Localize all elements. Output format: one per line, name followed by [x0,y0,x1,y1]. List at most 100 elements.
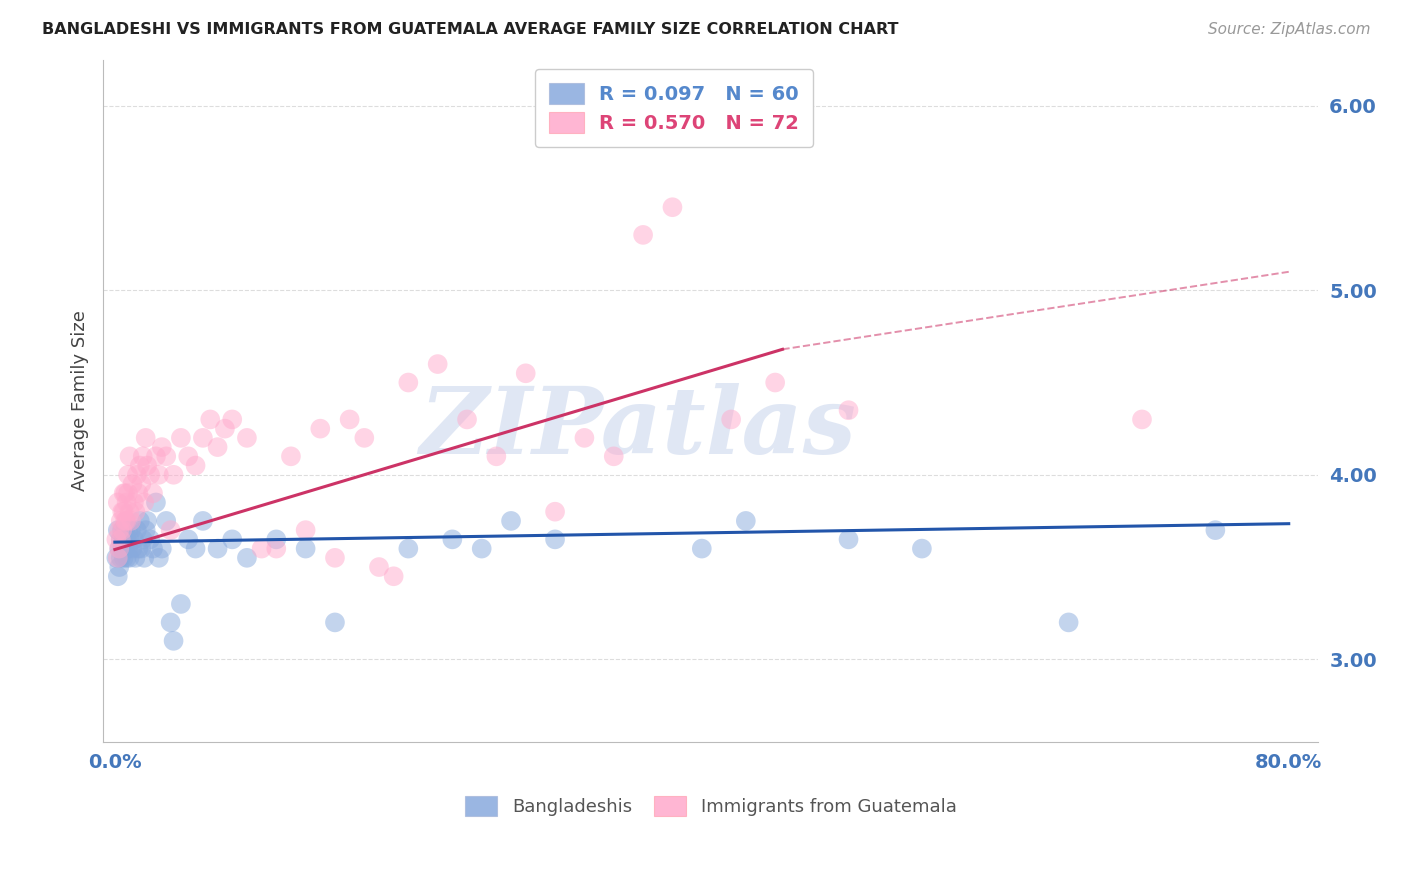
Point [122,533,145,547]
Point [110,533,132,547]
Point [734,514,756,528]
Point [170,597,193,611]
Point [574,431,596,445]
Point [112,550,135,565]
Point [353,431,375,445]
Point [139,533,162,547]
Point [112,533,135,547]
Point [115,495,138,509]
Point [339,412,361,426]
Point [544,533,567,547]
Point [162,633,184,648]
Point [544,505,567,519]
Text: Source: ZipAtlas.com: Source: ZipAtlas.com [1208,22,1371,37]
Point [499,514,522,528]
Point [115,533,138,547]
Point [690,541,713,556]
Point [134,550,156,565]
Point [221,533,243,547]
Point [107,550,129,565]
Point [162,467,184,482]
Point [1130,412,1153,426]
Point [148,550,170,565]
Point [221,412,243,426]
Point [115,550,138,565]
Point [134,495,156,509]
Point [111,523,134,537]
Point [264,533,287,547]
Point [108,560,131,574]
Point [1057,615,1080,630]
Point [114,523,136,537]
Point [142,541,165,556]
Point [250,541,273,556]
Point [107,523,129,537]
Point [112,486,135,500]
Point [120,514,142,528]
Point [120,523,142,537]
Point [129,541,152,556]
Point [108,541,131,556]
Point [132,533,155,547]
Point [177,450,200,464]
Point [911,541,934,556]
Point [114,514,136,528]
Point [108,523,131,537]
Point [108,541,131,556]
Point [603,450,626,464]
Text: BANGLADESHI VS IMMIGRANTS FROM GUATEMALA AVERAGE FAMILY SIZE CORRELATION CHART: BANGLADESHI VS IMMIGRANTS FROM GUATEMALA… [42,22,898,37]
Point [236,431,259,445]
Point [207,541,229,556]
Point [148,467,170,482]
Point [150,440,173,454]
Point [184,458,207,473]
Point [142,486,165,500]
Point [159,523,181,537]
Point [135,431,157,445]
Point [118,550,141,565]
Point [323,615,346,630]
Point [145,450,167,464]
Point [150,541,173,556]
Point [838,403,860,417]
Point [139,467,162,482]
Point [117,486,139,500]
Point [1204,523,1226,537]
Point [136,514,159,528]
Point [111,523,134,537]
Point [128,514,150,528]
Point [294,523,316,537]
Point [111,505,134,519]
Point [118,533,141,547]
Point [124,550,146,565]
Point [177,533,200,547]
Point [456,412,478,426]
Point [129,477,152,491]
Y-axis label: Average Family Size: Average Family Size [72,310,89,491]
Text: ZIPatlas: ZIPatlas [419,384,856,474]
Point [382,569,405,583]
Point [117,541,139,556]
Point [136,458,159,473]
Point [426,357,449,371]
Point [114,486,136,500]
Point [110,550,132,565]
Point [105,550,128,565]
Point [441,533,464,547]
Point [323,550,346,565]
Point [191,431,214,445]
Point [515,366,537,380]
Point [127,541,149,556]
Point [128,458,150,473]
Point [118,505,141,519]
Point [124,505,146,519]
Point [127,486,149,500]
Point [838,533,860,547]
Point [112,505,135,519]
Point [471,541,494,556]
Point [132,450,155,464]
Point [115,514,138,528]
Point [280,450,302,464]
Point [121,477,143,491]
Point [107,495,129,509]
